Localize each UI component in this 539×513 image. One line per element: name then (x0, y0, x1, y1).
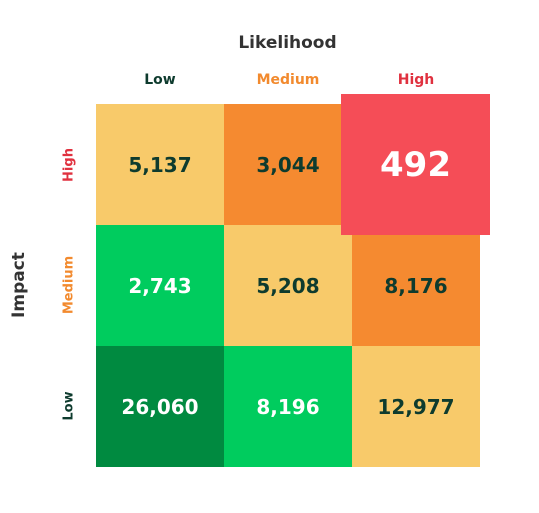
risk-matrix-grid: 5,137 3,044 492 2,743 5,208 8,176 26,060 8,196 1… (96, 94, 490, 467)
x-tick-label-low: Low (144, 72, 176, 88)
x-tick-label-medium: Medium (256, 72, 320, 88)
cell-impact-low-likelihood-low: 26,060 (96, 346, 224, 467)
y-tick-label-medium: Medium (61, 255, 77, 315)
y-axis-title: Impact (9, 252, 29, 318)
cell-impact-low-likelihood-medium: 8,196 (224, 346, 352, 467)
y-tick-label-high: High (61, 148, 77, 182)
cell-impact-high-likelihood-low: 5,137 (96, 104, 224, 225)
cell-impact-medium-likelihood-high: 8,176 (352, 225, 480, 346)
cell-impact-high-likelihood-high: 492 (341, 94, 490, 235)
cell-impact-medium-likelihood-medium: 5,208 (224, 225, 352, 346)
cell-impact-high-likelihood-medium: 3,044 (224, 104, 352, 225)
x-axis-title: Likelihood (238, 33, 337, 53)
y-tick-label-low: Low (61, 391, 77, 421)
x-tick-label-high: High (397, 72, 435, 88)
cell-impact-medium-likelihood-low: 2,743 (96, 225, 224, 346)
cell-impact-low-likelihood-high: 12,977 (352, 346, 480, 467)
